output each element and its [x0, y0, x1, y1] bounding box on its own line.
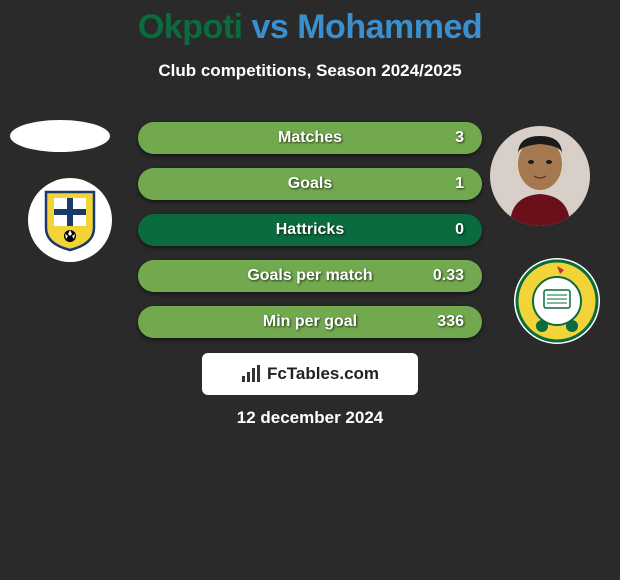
stat-value-right: 3	[455, 129, 464, 147]
vs-text: vs	[243, 8, 298, 46]
stat-value-right: 1	[455, 175, 464, 193]
stat-row: Min per goal336	[138, 306, 482, 338]
player2-club-badge	[514, 258, 600, 344]
brand-box[interactable]: FcTables.com	[202, 353, 418, 395]
stat-label: Matches	[138, 129, 482, 147]
player1-name: Okpoti	[138, 8, 243, 46]
stat-value-right: 0.33	[433, 267, 464, 285]
player1-avatar	[10, 120, 110, 152]
player2-avatar	[490, 126, 590, 226]
stat-row: Hattricks0	[138, 214, 482, 246]
player-silhouette-icon	[490, 126, 590, 226]
stat-label: Goals per match	[138, 267, 482, 285]
stats-container: Matches3Goals1Hattricks0Goals per match0…	[138, 122, 482, 352]
player1-club-badge	[28, 178, 112, 262]
stat-label: Goals	[138, 175, 482, 193]
player2-name: Mohammed	[297, 8, 482, 46]
stat-label: Hattricks	[138, 221, 482, 239]
stat-value-right: 336	[437, 313, 464, 331]
club-emblem-icon	[514, 258, 600, 344]
stat-row: Goals1	[138, 168, 482, 200]
stat-row: Goals per match0.33	[138, 260, 482, 292]
club-shield-icon	[42, 188, 98, 252]
stat-label: Min per goal	[138, 313, 482, 331]
page-title: Okpoti vs Mohammed	[0, 0, 620, 47]
bars-icon	[241, 365, 263, 383]
date-text: 12 december 2024	[0, 408, 620, 428]
stat-value-right: 0	[455, 221, 464, 239]
subtitle: Club competitions, Season 2024/2025	[0, 61, 620, 81]
stat-row: Matches3	[138, 122, 482, 154]
brand-text: FcTables.com	[267, 364, 379, 384]
